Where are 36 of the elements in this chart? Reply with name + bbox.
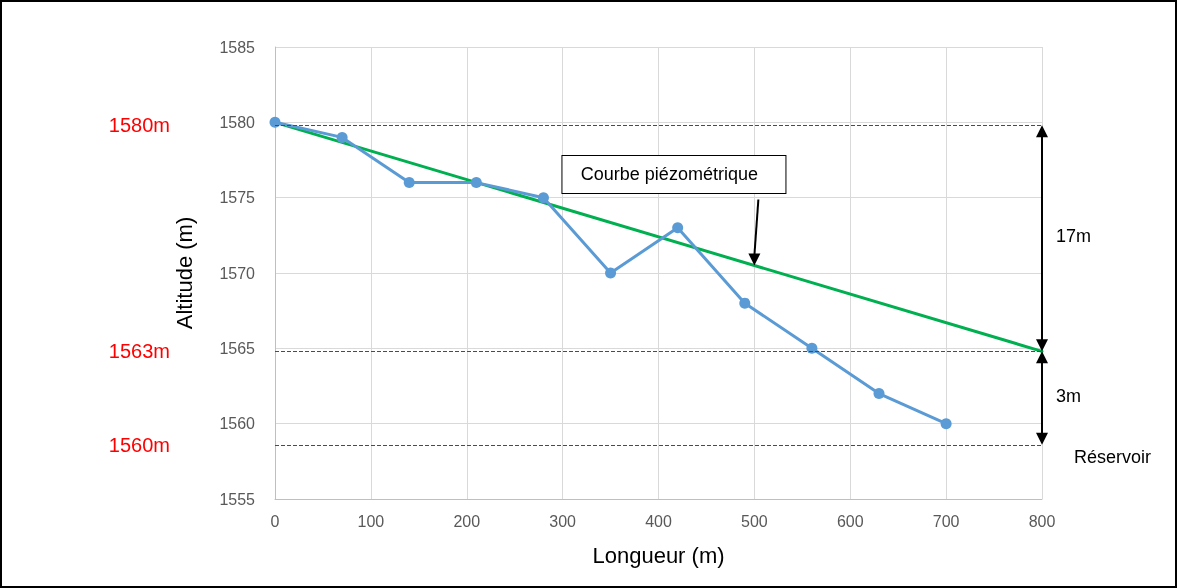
y-tick-label: 1585	[219, 38, 256, 56]
y-tick-label: 1570	[219, 264, 256, 282]
text: 3m	[1056, 386, 1082, 408]
point	[873, 388, 885, 400]
x-tick-label: 0	[270, 512, 280, 530]
x-tick-label: 500	[741, 512, 768, 530]
x-tick-label: 600	[836, 512, 864, 530]
ref-line-label: 1563m	[108, 340, 170, 363]
point	[269, 116, 281, 128]
point	[806, 342, 818, 354]
ref-line-label: 1580m	[108, 114, 170, 137]
text: 17m	[1056, 226, 1092, 248]
x-tick-label: 200	[453, 512, 481, 530]
y-tick-label: 1555	[219, 490, 256, 508]
annotation: Courbe piézométrique	[561, 155, 787, 195]
x-tick-label: 700	[932, 512, 960, 530]
x-tick-label: 400	[645, 512, 672, 530]
point	[403, 177, 415, 189]
y-tick-label: 1575	[219, 189, 256, 207]
ref-line-label: 1560m	[108, 433, 170, 456]
point	[672, 222, 684, 234]
text: Réservoir	[1074, 446, 1152, 468]
y-tick-label: 1560	[219, 415, 256, 433]
x-axis-title: Longueur (m)	[592, 542, 725, 568]
point	[336, 131, 348, 143]
x-tick-label: 300	[549, 512, 577, 530]
point	[537, 192, 549, 204]
x-tick-label: 100	[357, 512, 385, 530]
point	[605, 267, 617, 279]
y-tick-label: 1565	[219, 339, 256, 357]
point	[470, 177, 482, 189]
point	[940, 418, 952, 430]
y-tick-label: 1580	[219, 113, 256, 131]
point	[739, 297, 751, 309]
y-axis-title: Altitude (m)	[171, 216, 197, 330]
x-tick-label: 800	[1028, 512, 1056, 530]
